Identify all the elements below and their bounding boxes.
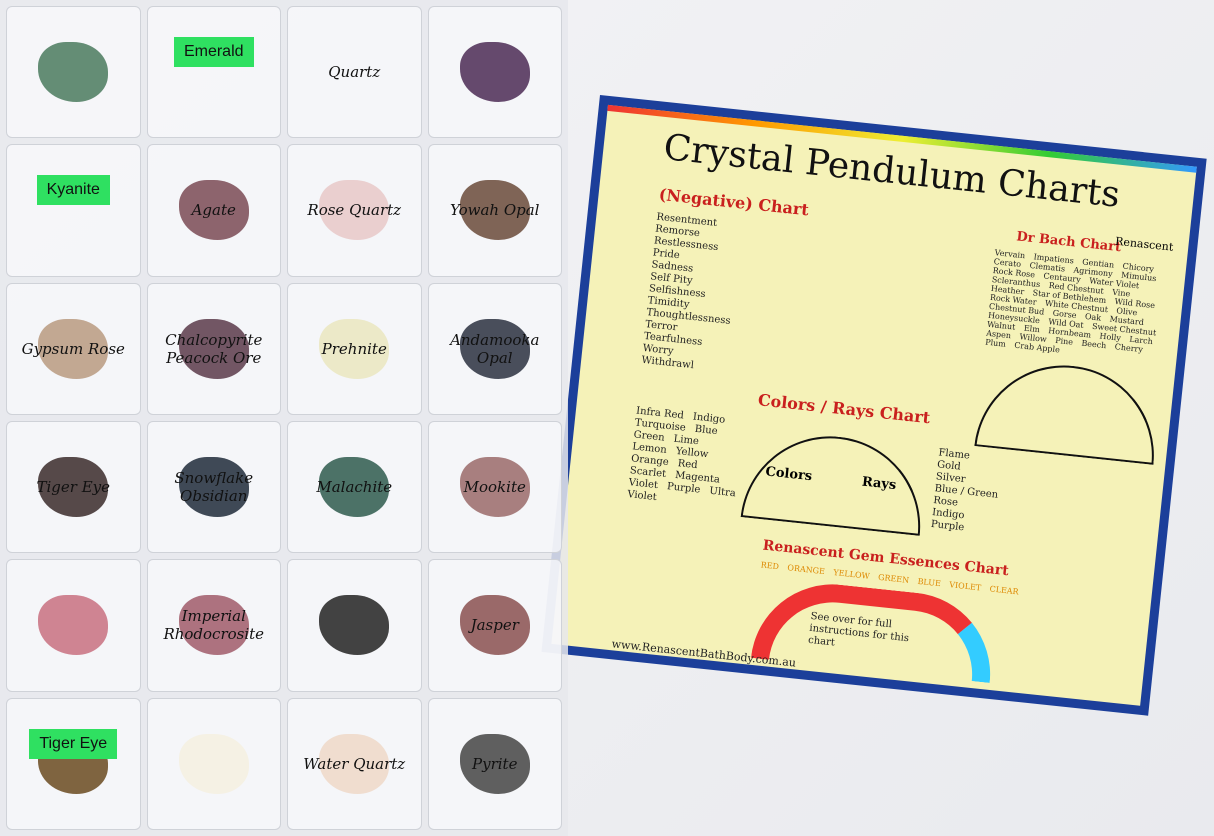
chart-item: Beech	[1081, 338, 1107, 351]
negative-items: Resentment Remorse Restlessness Pride Sadnes…	[641, 212, 741, 376]
crystal-label: Rose Quartz	[307, 201, 402, 220]
crystal-pocket: Andamooka Opal	[427, 282, 562, 415]
crystal-stone	[38, 42, 109, 103]
chart-item: BLUE	[917, 576, 942, 589]
colors-items: Infra Red Indigo Turquoise Blue Green Li…	[627, 406, 746, 513]
crystal-pocket: Agate	[146, 144, 281, 277]
crystal-stone	[459, 457, 530, 518]
crystal-pocket	[427, 6, 562, 139]
crystal-stone	[459, 42, 530, 103]
crystal-stone	[38, 457, 109, 518]
crystal-label: Agate	[191, 201, 236, 220]
crystal-stone	[459, 180, 530, 241]
crystal-pocket	[287, 559, 422, 692]
crystal-label: Chalcopyrite Peacock Ore	[165, 330, 263, 367]
crystal-label: Prehnite	[321, 339, 387, 358]
crystal-stone	[178, 457, 249, 518]
crystal-label: Tiger Eye	[36, 478, 111, 497]
crystal-pocket: Mookite	[427, 420, 562, 554]
crystal-pocket: Malachite	[287, 420, 422, 554]
crystal-label: Imperial Rhodocrosite	[163, 607, 265, 644]
crystal-pocket: Prehnite	[287, 282, 422, 415]
crystal-label: Mookite	[463, 478, 526, 497]
crystal-tray: Emerald Quartz Kyanite Agate Rose Quartz Yowa…	[0, 0, 568, 836]
crystal-pocket: Pyrite	[427, 697, 562, 830]
bach-semicircle	[974, 356, 1163, 465]
crystal-stone	[178, 180, 249, 241]
bach-items: Vervain Impatiens Gentian Chicory Cerato…	[985, 248, 1174, 365]
crystal-label: Kyanite	[36, 175, 110, 206]
crystal-stone	[319, 180, 390, 241]
crystal-pocket: Rose Quartz	[287, 144, 422, 277]
crystal-pocket: Chalcopyrite Peacock Ore	[146, 282, 281, 415]
crystal-stone	[319, 457, 390, 518]
crystal-pocket	[6, 6, 141, 139]
chart-item: GREEN	[877, 572, 910, 585]
crystal-pocket: Water Quartz	[287, 697, 422, 830]
crystal-pocket: Imperial Rhodocrosite	[146, 559, 281, 692]
crystal-stone	[178, 595, 249, 656]
crystal-stone	[178, 318, 249, 379]
crystal-pocket: Snowflake Obsidian	[146, 420, 281, 554]
crystal-label: Water Quartz	[303, 754, 406, 773]
chart-item: ORANGE	[786, 563, 826, 577]
crystal-label: Yowah Opal	[450, 201, 540, 220]
crystal-label: Andamooka Opal	[450, 330, 540, 367]
crystal-label: Snowflake Obsidian	[174, 469, 254, 506]
crystal-pocket	[6, 559, 141, 692]
crystal-stone	[38, 595, 109, 656]
crystal-pocket	[146, 697, 281, 830]
pendulum-chart-sheet: Crystal Pendulum Charts (Negative) Chart…	[541, 95, 1207, 716]
crystal-pocket: Gypsum Rose	[6, 282, 141, 415]
chart-item: YELLOW	[832, 568, 871, 581]
chart-item: RED	[760, 560, 780, 572]
crystal-stone	[459, 318, 530, 379]
crystal-stone	[459, 733, 530, 794]
crystal-pocket: Tiger Eye	[6, 697, 141, 830]
brand-logo: Renascent	[1114, 234, 1174, 254]
crystal-stone	[319, 733, 390, 794]
crystal-stone	[319, 595, 390, 656]
crystal-label: Gypsum Rose	[21, 339, 125, 358]
crystal-pocket: Yowah Opal	[427, 144, 562, 277]
rays-items: Flame Gold Silver Blue / Green Rose Indigo Pur…	[930, 447, 1002, 537]
crystal-label: Tiger Eye	[29, 728, 118, 759]
crystal-pocket: Quartz	[287, 6, 422, 139]
chart-item: VIOLET	[948, 580, 982, 593]
crystal-label: Emerald	[173, 37, 254, 68]
crystal-stone	[38, 318, 109, 379]
crystal-label: Jasper	[470, 616, 519, 635]
crystal-pocket: Tiger Eye	[6, 420, 141, 554]
crystal-stone	[178, 733, 249, 794]
colors-rays-title: Colors / Rays Chart	[757, 390, 932, 428]
chart-item: Crab Apple	[1013, 340, 1061, 355]
crystal-stone	[459, 595, 530, 656]
crystal-stone	[319, 318, 390, 379]
crystal-pocket: Kyanite	[6, 144, 141, 277]
chart-item: Red	[677, 458, 699, 472]
crystal-pocket: Jasper	[427, 559, 562, 692]
chart-item: CLEAR	[989, 584, 1020, 597]
crystal-label: Quartz	[328, 63, 381, 82]
chart-item: Purple	[666, 481, 701, 496]
colors-semicircle	[740, 427, 930, 536]
crystal-pocket: Emerald	[146, 6, 281, 139]
crystal-label: Pyrite	[472, 754, 518, 773]
crystal-label: Malachite	[316, 478, 393, 497]
